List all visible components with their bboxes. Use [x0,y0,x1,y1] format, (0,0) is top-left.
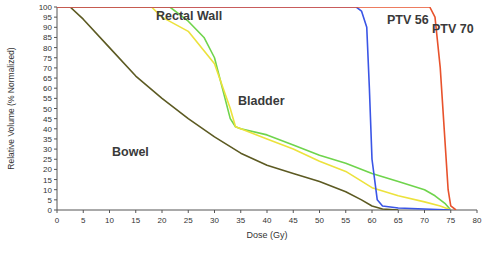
x-tick-label: 15 [131,216,140,225]
y-tick [54,149,57,150]
y-tick [54,37,57,38]
y-tick-label: 25 [43,155,52,164]
y-tick-label: 0 [48,206,53,215]
x-axis-title: Dose (Gy) [246,230,287,240]
dvh-curve [57,7,451,210]
y-tick-label: 90 [43,23,52,32]
series-label: Rectal Wall [156,9,222,23]
y-tick-label: 95 [43,13,52,22]
x-tick-label: 70 [420,216,429,225]
x-tick [109,210,110,213]
y-tick-label: 70 [43,64,52,73]
x-tick-label: 5 [81,216,86,225]
y-tick [54,189,57,190]
x-tick-label: 0 [55,216,60,225]
x-tick-label: 60 [368,216,377,225]
y-tick-label: 15 [43,176,52,185]
y-tick [54,7,57,8]
x-tick [83,210,84,213]
x-tick [135,210,136,213]
x-tick-label: 45 [289,216,298,225]
dvh-curve [57,7,451,210]
x-tick [214,210,215,213]
x-tick-label: 80 [473,216,482,225]
y-tick [54,27,57,28]
x-tick [162,210,163,213]
x-tick-label: 55 [341,216,350,225]
y-tick-label: 20 [43,165,52,174]
y-tick-label: 75 [43,54,52,63]
series-label: PTV 70 [432,22,474,36]
x-tick-label: 75 [446,216,455,225]
chart-svg: 0510152025303540455055606570758085909510… [0,0,500,260]
x-tick [319,210,320,213]
y-tick-label: 55 [43,94,52,103]
x-tick [57,210,58,213]
x-tick-label: 20 [158,216,167,225]
y-tick [54,88,57,89]
y-tick-label: 80 [43,44,52,53]
y-tick-label: 5 [48,196,53,205]
y-tick-label: 35 [43,135,52,144]
dvh-curve [57,7,451,210]
y-tick [54,98,57,99]
x-tick [372,210,373,213]
chart-container: 0510152025303540455055606570758085909510… [0,0,500,260]
x-tick-label: 30 [210,216,219,225]
series-label: PTV 56 [387,13,429,27]
y-tick-label: 85 [43,33,52,42]
y-tick [54,169,57,170]
y-tick [54,67,57,68]
x-tick-label: 40 [263,216,272,225]
x-tick [424,210,425,213]
y-tick [54,78,57,79]
x-tick [450,210,451,213]
x-tick-label: 35 [236,216,245,225]
series-label: Bowel [112,145,149,159]
y-tick [54,17,57,18]
y-tick [54,138,57,139]
dvh-curve [57,7,456,210]
y-tick-label: 45 [43,115,52,124]
y-tick [54,128,57,129]
y-tick [54,199,57,200]
x-tick [188,210,189,213]
x-tick-label: 65 [394,216,403,225]
y-tick [54,118,57,119]
y-tick [54,57,57,58]
plot-area [57,7,456,210]
y-tick-label: 40 [43,125,52,134]
x-tick [345,210,346,213]
x-tick-label: 50 [315,216,324,225]
y-tick [54,179,57,180]
x-tick-label: 10 [105,216,114,225]
y-tick [54,47,57,48]
y-tick-label: 50 [43,105,52,114]
x-tick [240,210,241,213]
x-tick [293,210,294,213]
y-axis-title: Relative Volume (% Normalized) [6,47,16,170]
y-tick-label: 100 [39,3,53,12]
y-tick-label: 10 [43,186,52,195]
y-tick-label: 65 [43,74,52,83]
series-label: Bladder [238,94,285,108]
y-tick-label: 60 [43,84,52,93]
x-tick [267,210,268,213]
x-tick-label: 25 [184,216,193,225]
y-tick [54,108,57,109]
x-tick [398,210,399,213]
y-tick-label: 30 [43,145,52,154]
y-tick [54,159,57,160]
x-tick [477,210,478,213]
